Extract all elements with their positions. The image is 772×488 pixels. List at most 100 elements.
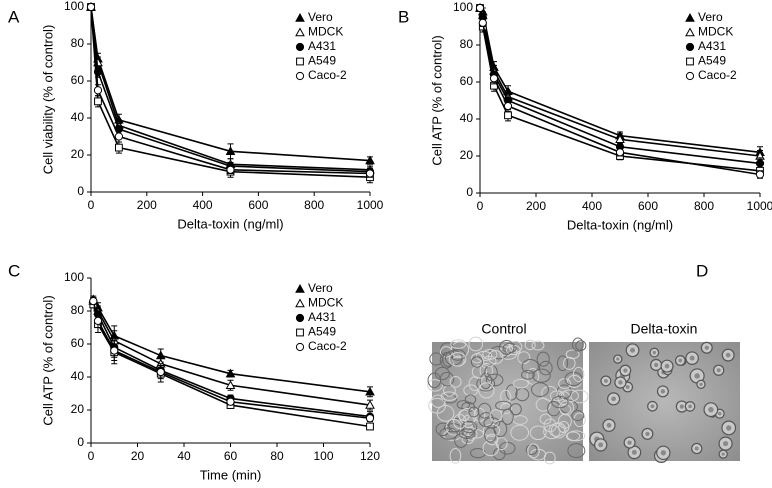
cell [478,382,495,399]
legend-marker [295,298,305,308]
legend-label: A431 [698,39,726,53]
y-tick-label: 100 [64,0,84,13]
x-axis-label: Time (min) [200,467,262,482]
legend-marker [685,12,695,22]
cell-core [708,406,714,413]
y-tick-label: 60 [71,336,85,350]
x-tick-label: 600 [248,198,268,212]
y-axis-label: Cell viability (% of control) [40,25,55,175]
marker [478,18,487,27]
marker [93,316,103,325]
x-tick-label: 200 [526,199,546,213]
panel-label: B [398,7,409,26]
cell [502,342,517,354]
marker [365,386,375,396]
y-tick-label: 60 [460,74,474,88]
marker [156,367,165,377]
cell [440,391,458,401]
marker [504,111,512,120]
x-tick-label: 80 [270,449,284,463]
cell [567,443,586,459]
cell [468,336,484,352]
cell [470,356,483,368]
cell [449,376,462,388]
cell-core [631,449,637,455]
y-axis-label: Cell ATP (% of control) [429,35,444,165]
cell [482,440,500,457]
legend-label: Vero [698,10,723,24]
cell-core [598,442,604,448]
cell [449,448,462,464]
cell-core [699,382,703,386]
marker [86,2,96,12]
cell [526,367,539,385]
cell-core [627,440,632,445]
legend-label: Caco-2 [308,68,347,82]
y-tick-label: 40 [71,110,85,124]
marker [489,74,499,83]
legend-label: Caco-2 [698,68,737,82]
legend-marker [295,313,305,323]
legend-label: A549 [308,325,336,339]
cell-core [616,357,620,361]
panel-label: A [8,7,20,26]
x-tick-label: 200 [137,198,157,212]
marker [365,169,375,178]
cell [521,370,535,380]
cell-core [725,352,731,358]
cell [541,385,558,401]
cell [543,451,556,465]
cell [464,394,477,405]
legend-label: MDCK [308,25,343,39]
x-tick-label: 0 [88,449,95,463]
cell [478,412,494,428]
y-tick-label: 20 [460,148,474,162]
legend-label: Caco-2 [308,339,347,353]
cell-core [645,431,650,437]
marker [475,3,485,13]
cell-core [611,396,616,402]
cell [557,355,569,372]
cell-core [664,363,670,369]
legend-label: Vero [308,10,333,24]
legend-marker [685,42,695,52]
cell-core [630,347,636,353]
cell [505,384,518,401]
cell [436,405,455,422]
cell [449,349,466,361]
legend-label: A549 [308,54,336,68]
cell [448,352,467,367]
image-label: Control [481,321,526,337]
cell-core [726,425,732,431]
cell-core [679,404,685,409]
cell-core [716,368,721,373]
y-tick-label: 80 [71,36,85,50]
cell [512,378,529,389]
cells [427,336,737,465]
cell-core [606,422,612,428]
marker [89,297,98,306]
marker [225,146,236,155]
cell [521,358,539,374]
cell-core [603,378,608,383]
legend-label: MDCK [308,296,343,310]
cell [453,413,467,430]
cell [570,389,589,404]
legend-marker [295,71,305,81]
y-tick-label: 100 [64,270,84,284]
marker [615,148,625,157]
cell [547,400,561,417]
legend-label: Vero [308,281,333,295]
cell [543,424,561,440]
image-label: Delta-toxin [631,321,698,337]
x-axis-label: Delta-toxin (ng/ml) [567,217,673,232]
cell [430,394,446,408]
marker [93,86,103,95]
cell [464,426,478,441]
cell [509,403,522,416]
marker [365,155,375,165]
legend-marker [685,27,695,37]
panel-label: C [8,261,20,280]
cell [484,427,497,443]
cell [454,433,468,448]
